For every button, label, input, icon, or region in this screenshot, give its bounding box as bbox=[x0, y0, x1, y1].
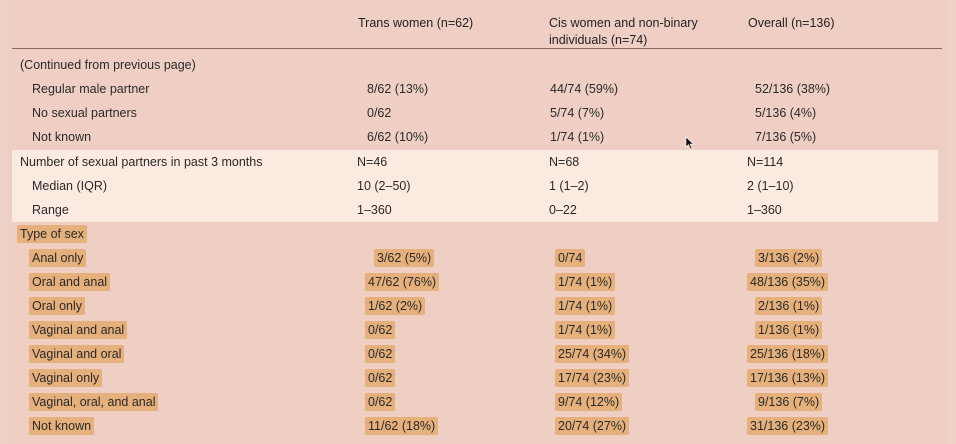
cell-overall: 7/136 (5%) bbox=[755, 130, 817, 144]
cell-overall: 17/136 (13%) bbox=[747, 369, 829, 387]
cell-trans: 3/62 (5%) bbox=[374, 249, 435, 267]
cell-trans: 0/62 bbox=[365, 393, 396, 411]
row-label: Anal only bbox=[29, 249, 87, 267]
cell-trans: 0/62 bbox=[365, 321, 396, 339]
table-row: Vaginal and oral 0/62 25/74 (34%) 25/136… bbox=[12, 342, 940, 366]
cell-overall: N=114 bbox=[747, 155, 784, 169]
table-row: (Continued from previous page) bbox=[12, 53, 940, 77]
table-row: Vaginal only 0/62 17/74 (23%) 17/136 (13… bbox=[12, 366, 940, 390]
cell-overall: 5/136 (4%) bbox=[755, 106, 817, 120]
row-label: Oral only bbox=[29, 297, 86, 315]
row-label: Not known bbox=[32, 130, 92, 144]
cell-cis: 17/74 (23%) bbox=[555, 369, 630, 387]
cell-cis: 1/74 (1%) bbox=[555, 297, 616, 315]
header-trans-women: Trans women (n=62) bbox=[358, 16, 474, 30]
header-overall: Overall (n=136) bbox=[748, 16, 835, 30]
table-row: Not known 6/62 (10%) 1/74 (1%) 7/136 (5%… bbox=[12, 125, 940, 149]
row-label: No sexual partners bbox=[32, 106, 137, 120]
cell-trans: 8/62 (13%) bbox=[367, 82, 429, 96]
cell-cis: N=68 bbox=[549, 155, 580, 169]
header-cis-women: Cis women and non-binary individuals (n=… bbox=[549, 15, 698, 49]
cell-trans: 0/62 bbox=[367, 106, 392, 120]
header-cis-line2: individuals (n=74) bbox=[549, 33, 648, 47]
table-row: Oral and anal 47/62 (76%) 1/74 (1%) 48/1… bbox=[12, 270, 940, 294]
cell-overall: 52/136 (38%) bbox=[755, 82, 831, 96]
table-row: Oral only 1/62 (2%) 1/74 (1%) 2/136 (1%) bbox=[12, 294, 940, 318]
continued-label: (Continued from previous page) bbox=[20, 58, 196, 72]
row-label: Vaginal and anal bbox=[29, 321, 128, 339]
cell-trans: N=46 bbox=[357, 155, 388, 169]
cell-trans: 1/62 (2%) bbox=[365, 297, 426, 315]
cell-cis: 1/74 (1%) bbox=[550, 130, 605, 144]
table-row: No sexual partners 0/62 5/74 (7%) 5/136 … bbox=[12, 101, 940, 125]
row-label: Vaginal only bbox=[29, 369, 103, 387]
cell-cis: 44/74 (59%) bbox=[550, 82, 619, 96]
cell-cis: 20/74 (27%) bbox=[555, 417, 630, 435]
cell-overall: 31/136 (23%) bbox=[747, 417, 829, 435]
cell-cis: 0–22 bbox=[549, 203, 577, 217]
row-label: Range bbox=[32, 203, 69, 217]
section-heading-type-of-sex: Type of sex bbox=[17, 225, 87, 243]
cell-overall: 48/136 (35%) bbox=[747, 273, 829, 291]
cell-cis: 5/74 (7%) bbox=[550, 106, 605, 120]
cell-trans: 11/62 (18%) bbox=[365, 417, 439, 435]
cell-overall: 2 (1–10) bbox=[747, 179, 794, 193]
table-row: Vaginal, oral, and anal 0/62 9/74 (12%) … bbox=[12, 390, 940, 414]
cell-cis: 0/74 bbox=[555, 249, 586, 267]
row-label: Not known bbox=[29, 417, 95, 435]
table-row: Range 1–360 0–22 1–360 bbox=[12, 198, 940, 222]
row-label: Regular male partner bbox=[32, 82, 150, 96]
cell-trans: 10 (2–50) bbox=[357, 179, 411, 193]
cell-overall: 25/136 (18%) bbox=[747, 345, 829, 363]
row-label: Vaginal and oral bbox=[29, 345, 125, 363]
cell-trans: 0/62 bbox=[365, 345, 396, 363]
cell-trans: 0/62 bbox=[365, 369, 396, 387]
table-row: Not known 11/62 (18%) 20/74 (27%) 31/136… bbox=[12, 414, 940, 438]
cell-cis: 1/74 (1%) bbox=[555, 321, 616, 339]
cell-cis: 1 (1–2) bbox=[549, 179, 589, 193]
table-row: Anal only 3/62 (5%) 0/74 3/136 (2%) bbox=[12, 246, 940, 270]
cell-overall: 1–360 bbox=[747, 203, 782, 217]
table-row: Type of sex bbox=[12, 222, 940, 246]
cell-trans: 47/62 (76%) bbox=[365, 273, 440, 291]
cell-trans: 6/62 (10%) bbox=[367, 130, 429, 144]
mouse-cursor-icon bbox=[685, 136, 695, 150]
highlight-band bbox=[12, 150, 938, 222]
cell-cis: 25/74 (34%) bbox=[555, 345, 630, 363]
cell-cis: 9/74 (12%) bbox=[555, 393, 623, 411]
row-label: Vaginal, oral, and anal bbox=[29, 393, 159, 411]
row-label: Type of sex bbox=[17, 222, 87, 246]
header-cis-line1: Cis women and non-binary bbox=[549, 16, 698, 30]
cell-trans: 1–360 bbox=[357, 203, 392, 217]
row-label: Median (IQR) bbox=[32, 179, 108, 193]
cell-overall: 9/136 (7%) bbox=[755, 393, 823, 411]
table-row: Median (IQR) 10 (2–50) 1 (1–2) 2 (1–10) bbox=[12, 174, 940, 198]
row-label: Number of sexual partners in past 3 mont… bbox=[20, 155, 263, 169]
table-row: Vaginal and anal 0/62 1/74 (1%) 1/136 (1… bbox=[12, 318, 940, 342]
table-row: Number of sexual partners in past 3 mont… bbox=[12, 150, 940, 174]
header-rule bbox=[12, 48, 942, 49]
table-row: Regular male partner 8/62 (13%) 44/74 (5… bbox=[12, 77, 940, 101]
cell-overall: 1/136 (1%) bbox=[755, 321, 823, 339]
cell-overall: 2/136 (1%) bbox=[755, 297, 823, 315]
cell-overall: 3/136 (2%) bbox=[755, 249, 823, 267]
cell-cis: 1/74 (1%) bbox=[555, 273, 616, 291]
row-label: Oral and anal bbox=[29, 273, 111, 291]
